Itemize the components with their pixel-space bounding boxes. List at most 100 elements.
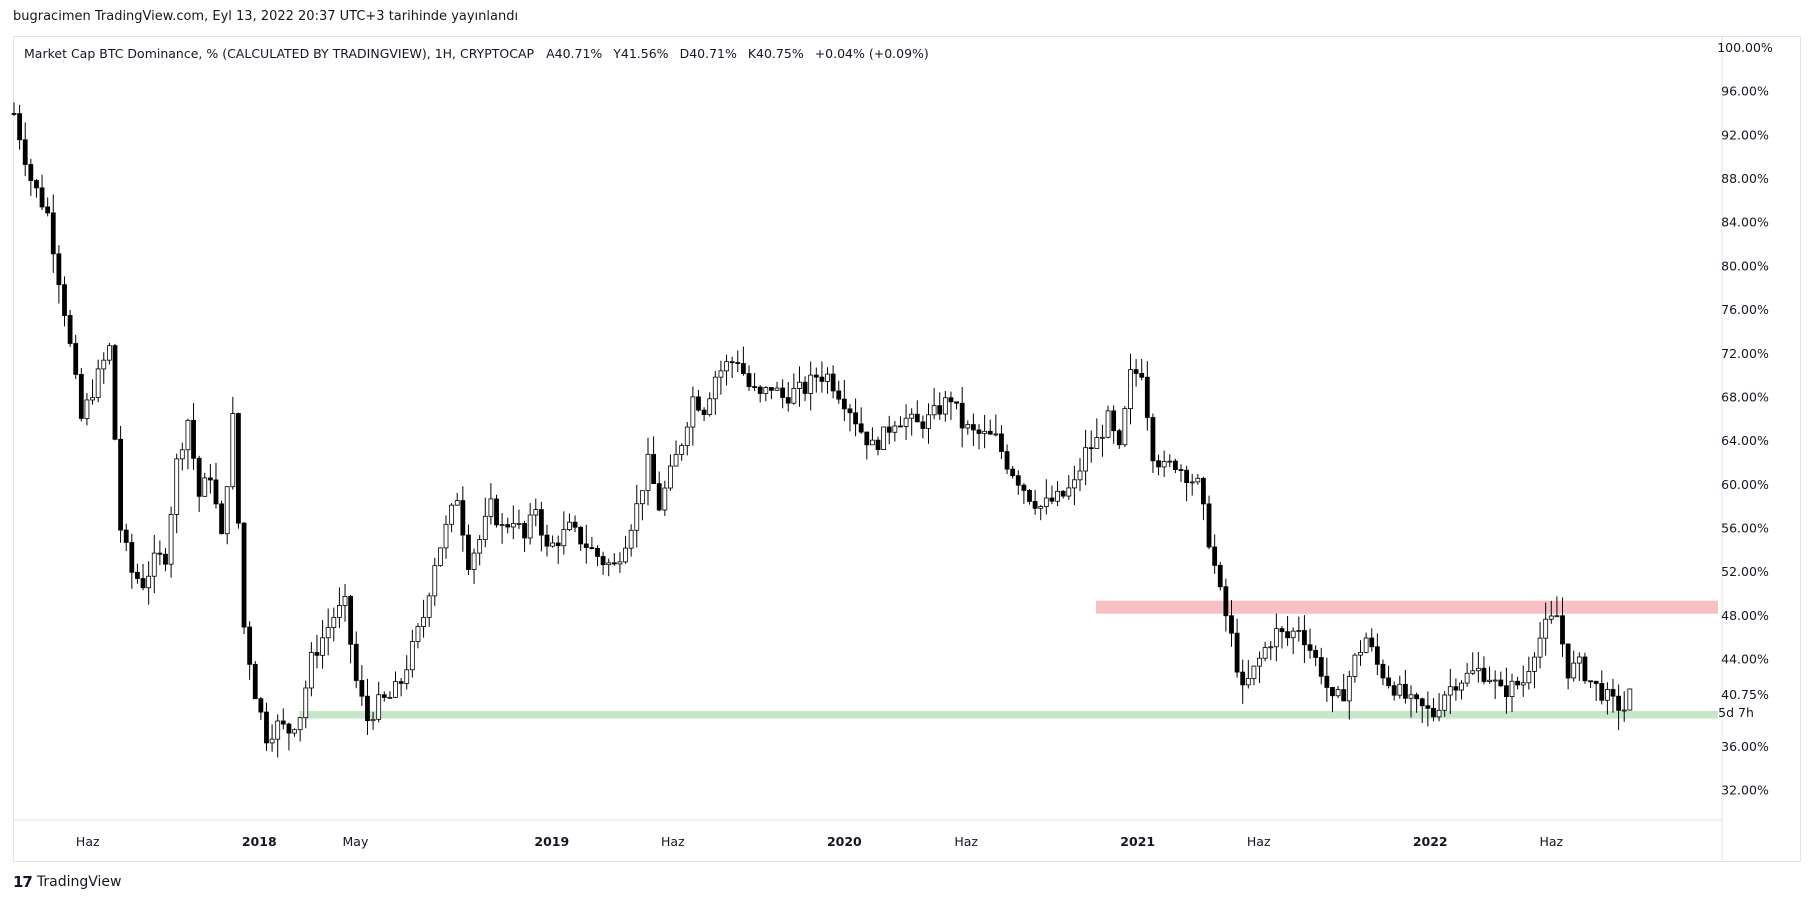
candle-body (651, 453, 656, 485)
candle-body (1055, 490, 1060, 502)
candle-body (359, 680, 365, 697)
candle-body (437, 547, 443, 567)
candle-body (1330, 687, 1335, 697)
x-tick-label: Haz (954, 834, 978, 849)
candle-body (135, 571, 140, 579)
candle-body (802, 381, 808, 394)
chart-frame[interactable] (13, 36, 1801, 862)
candle-body (202, 477, 208, 497)
candle-body (892, 425, 898, 433)
candle-body (555, 542, 561, 547)
candle-body (1290, 630, 1296, 639)
candle-body (348, 596, 354, 645)
y-tick-label: 72.00% (1721, 346, 1769, 361)
candle-body (1363, 637, 1369, 653)
candle-body (505, 524, 511, 528)
candle-body (224, 486, 230, 535)
candle-body (791, 388, 797, 404)
candle-body (1139, 372, 1145, 378)
candle-body (1397, 683, 1403, 696)
y-tick-label: 76.00% (1721, 302, 1769, 317)
candle-body (757, 386, 763, 394)
candle-body (482, 515, 488, 540)
candle-body (230, 413, 236, 488)
candle-body (729, 361, 735, 364)
candle-body (1262, 647, 1268, 659)
candle-body (544, 534, 550, 547)
candle-body (123, 529, 129, 543)
candle-body (1100, 436, 1105, 439)
candle-body (398, 681, 404, 684)
candle-body (1167, 460, 1173, 463)
candle-body (196, 457, 202, 497)
candle-body (1212, 546, 1218, 566)
candle-body (376, 694, 382, 720)
candle-body (1369, 637, 1375, 648)
candle-body (292, 729, 297, 734)
candle-body (56, 253, 62, 286)
candle-body (1380, 663, 1386, 679)
candle-body (140, 578, 146, 589)
candle-body (393, 681, 398, 698)
zone-resistance (1096, 600, 1718, 614)
candle-body (1156, 460, 1161, 468)
candle-body (1021, 484, 1027, 491)
candle-body (1352, 654, 1358, 677)
candle-body (1144, 376, 1150, 418)
candle-body (45, 206, 51, 214)
candle-body (1178, 469, 1184, 471)
candle-body (50, 212, 56, 255)
candle-body (168, 514, 174, 565)
tradingview-logo-icon[interactable]: 17 (13, 873, 33, 891)
candle-body (1313, 649, 1319, 658)
candle-body (1414, 694, 1420, 700)
candle-body (510, 523, 516, 528)
candle-body (1201, 477, 1206, 505)
candle-body (684, 426, 690, 447)
candle-body (673, 453, 679, 467)
x-tick-label: 2020 (827, 834, 862, 849)
candle-body (460, 500, 466, 536)
candle-body (90, 397, 95, 401)
candle-body (1503, 685, 1509, 698)
candle-body (1296, 630, 1302, 632)
candle-body (937, 405, 943, 415)
candle-body (589, 547, 595, 550)
candle-body (1447, 686, 1453, 696)
candle-body (1116, 430, 1122, 446)
candle-body (1436, 709, 1442, 718)
candle-body (1043, 497, 1049, 507)
candle-body (409, 641, 415, 671)
candle-body (1223, 586, 1229, 617)
candle-body (1526, 670, 1532, 684)
candle-body (1088, 447, 1094, 450)
candle-body (797, 381, 802, 389)
candle-body (617, 561, 623, 565)
brand-name[interactable]: TradingView (36, 874, 122, 890)
y-tick-label: 92.00% (1721, 127, 1769, 142)
candle-body (1004, 451, 1010, 470)
candle-body (752, 386, 757, 389)
candle-body (280, 720, 286, 725)
candles-group (11, 102, 1633, 758)
legend-high: Y41.56% (613, 46, 669, 61)
y-tick-label: 64.00% (1721, 433, 1769, 448)
candle-body (712, 376, 718, 400)
candle-body (78, 374, 84, 419)
candle-body (404, 669, 410, 684)
candle-body (73, 343, 79, 375)
candle-body (965, 424, 971, 429)
candle-body (1105, 410, 1111, 438)
candle-body (426, 595, 432, 618)
candle-body (151, 552, 157, 577)
zone-support (299, 710, 1718, 719)
candle-body (1604, 689, 1610, 701)
candle-body (1122, 408, 1128, 446)
candle-body (1335, 689, 1341, 697)
candle-body (1554, 615, 1560, 618)
y-tick-label: 88.00% (1721, 171, 1769, 186)
candle-body (1582, 656, 1588, 682)
candle-body (668, 465, 673, 489)
candle-body (1229, 615, 1234, 634)
